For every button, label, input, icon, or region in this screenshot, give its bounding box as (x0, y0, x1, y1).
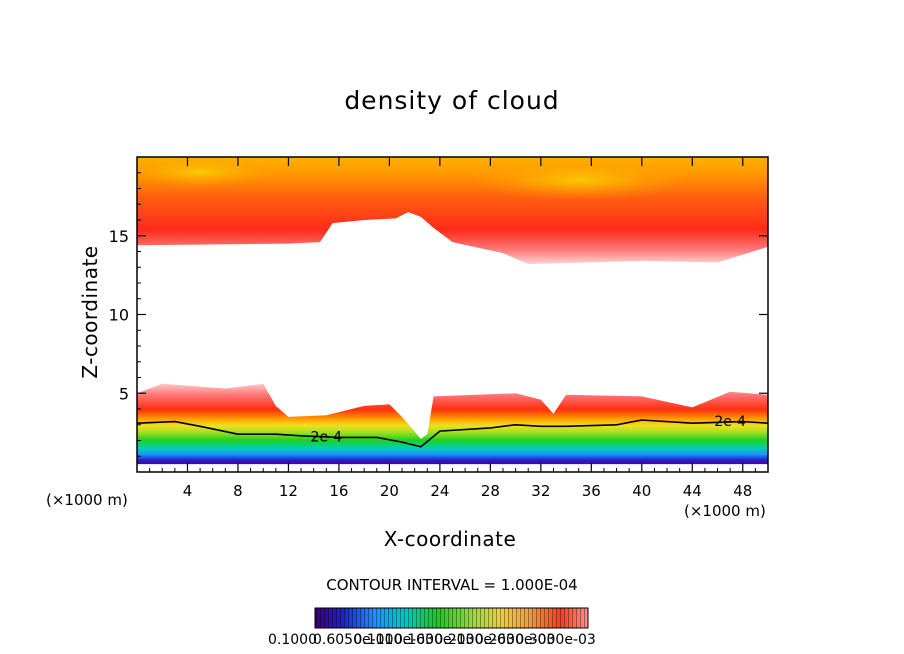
colorbar-label: 0.1600e-03 (393, 632, 475, 648)
y-axis-label: Z-coordinate (78, 245, 102, 379)
colorbar-label: 0.6050e-01 (313, 632, 394, 648)
colorbar-labels: 0.10000.6050e-010.1100e-030.1600e-030.21… (268, 632, 596, 648)
contour-label: 2e-4 (714, 414, 746, 430)
x-tick-label: 40 (632, 482, 651, 500)
x-tick-label: 36 (582, 482, 601, 500)
colorbar-label: 0.2600e-03 (474, 632, 556, 648)
x-unit-left: (×1000 m) (46, 491, 128, 509)
x-tick-label: 20 (380, 482, 399, 500)
x-axis-label: X-coordinate (383, 527, 517, 551)
x-tick-label: 16 (329, 482, 348, 500)
colorbar-label: 0.3000e-03 (515, 632, 596, 648)
x-unit-right: (×1000 m) (684, 502, 766, 520)
x-tick-label: 44 (683, 482, 702, 500)
x-tick-label: 32 (531, 482, 550, 500)
y-tick-label: 10 (109, 306, 129, 325)
y-tick-label: 5 (119, 384, 129, 403)
contour-interval: CONTOUR INTERVAL = 1.000E-04 (326, 576, 578, 594)
colorbar-label: 0.1100e-03 (353, 632, 434, 648)
x-tick-label: 4 (183, 482, 193, 500)
y-tick-label: 15 (109, 227, 129, 246)
upper-layer-core-right (470, 160, 690, 200)
upper-layer-core-left (137, 157, 275, 188)
colorbar-stripes (315, 608, 588, 628)
lower-cloud-layer (137, 383, 768, 465)
x-tick-label: 8 (233, 482, 243, 500)
colorbar-label: 0.1000 (268, 632, 317, 648)
contour-label: 2e-4 (311, 430, 343, 446)
x-tick-label: 24 (430, 482, 449, 500)
x-tick-label: 48 (733, 482, 752, 500)
colorbar-label: 0.2100e-03 (434, 632, 515, 648)
contour-line-2e-4 (137, 419, 768, 448)
contour-labels: 2e-4 2e-4 (311, 414, 746, 446)
x-tick-label: 12 (279, 482, 298, 500)
x-tick-label: 28 (481, 482, 500, 500)
chart-title: density of cloud (344, 86, 560, 115)
plot-area (137, 157, 768, 465)
